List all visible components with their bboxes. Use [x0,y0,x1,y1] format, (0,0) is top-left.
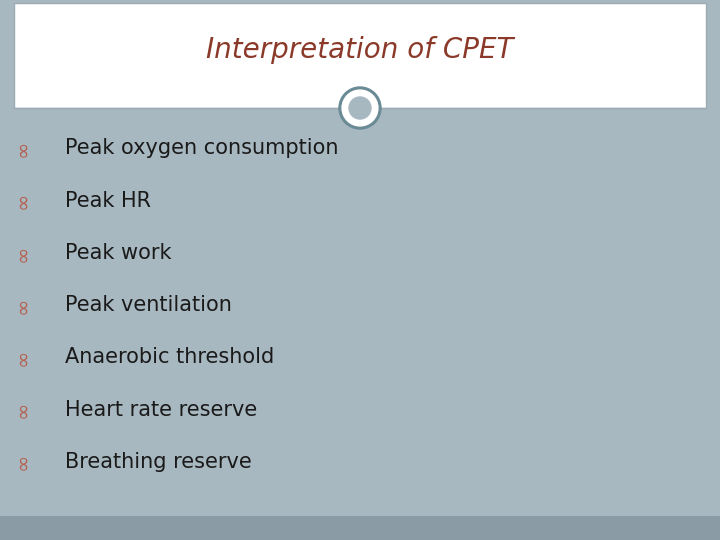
Text: Heart rate reserve: Heart rate reserve [65,400,257,420]
Text: ∞: ∞ [12,296,32,314]
Text: Peak oxygen consumption: Peak oxygen consumption [65,138,338,159]
Text: Anaerobic threshold: Anaerobic threshold [65,347,274,367]
Bar [0,516,720,540]
Ellipse shape [348,96,372,120]
Text: Peak work: Peak work [65,243,171,263]
Text: ∞: ∞ [12,453,32,470]
Text: ∞: ∞ [12,140,32,157]
Text: ∞: ∞ [12,192,32,210]
Text: ∞: ∞ [12,401,32,418]
Text: ∞: ∞ [12,244,32,261]
Text: Peak HR: Peak HR [65,191,150,211]
Text: Interpretation of CPET: Interpretation of CPET [206,36,514,64]
Bar [14,3,706,108]
Ellipse shape [340,88,380,128]
Text: Breathing reserve: Breathing reserve [65,451,251,472]
Text: Peak ventilation: Peak ventilation [65,295,232,315]
Text: ∞: ∞ [12,349,32,366]
